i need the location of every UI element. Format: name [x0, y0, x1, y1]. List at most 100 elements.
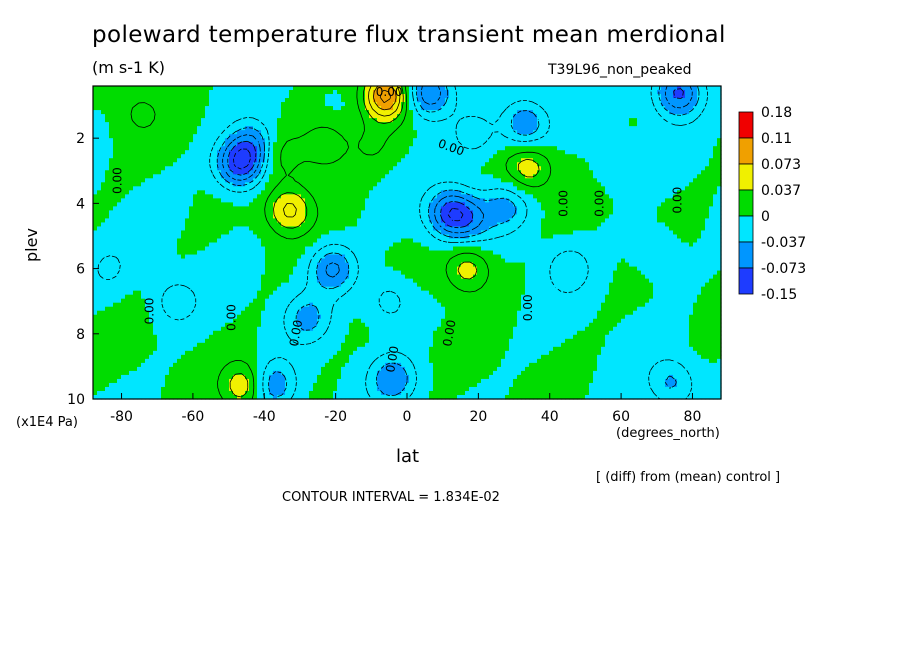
heatmap-cell: [113, 330, 118, 336]
heatmap-cell: [173, 246, 178, 252]
heatmap-cell: [325, 370, 330, 376]
heatmap-cell: [133, 162, 138, 167]
heatmap-cell: [313, 138, 318, 143]
heatmap-cell: [245, 186, 250, 191]
heatmap-cell: [297, 86, 302, 91]
heatmap-cell: [125, 298, 130, 304]
heatmap-cell: [321, 382, 326, 388]
heatmap-cell: [317, 190, 322, 195]
heatmap-cell: [165, 198, 170, 203]
heatmap-cell: [253, 178, 258, 183]
heatmap-cell: [321, 122, 326, 127]
heatmap-cell: [325, 122, 330, 127]
heatmap-cell: [229, 94, 234, 99]
heatmap-cell: [289, 394, 294, 400]
heatmap-cell: [181, 346, 186, 352]
heatmap-cell: [309, 374, 314, 380]
heatmap-cell: [165, 90, 170, 95]
heatmap-cell: [321, 278, 326, 284]
heatmap-cell: [117, 270, 122, 276]
heatmap-cell: [177, 222, 182, 228]
heatmap-cell: [209, 158, 214, 163]
heatmap-cell: [317, 382, 322, 388]
heatmap-cell: [153, 102, 158, 107]
heatmap-cell: [173, 210, 178, 216]
heatmap-cell: [317, 286, 322, 292]
heatmap-cell: [277, 286, 282, 292]
heatmap-cell: [273, 262, 278, 268]
heatmap-cell: [121, 274, 126, 280]
heatmap-cell: [189, 262, 194, 268]
heatmap-cell: [101, 254, 106, 260]
heatmap-cell: [129, 366, 134, 372]
heatmap-cell: [149, 230, 154, 236]
heatmap-cell: [129, 126, 134, 131]
heatmap-cell: [109, 290, 114, 296]
heatmap-cell: [305, 318, 310, 324]
heatmap-cell: [221, 134, 226, 139]
heatmap-cell: [257, 358, 262, 364]
heatmap-cell: [257, 106, 262, 111]
heatmap-cell: [257, 86, 262, 91]
heatmap-cell: [317, 194, 322, 199]
heatmap-cell: [157, 182, 162, 187]
heatmap-cell: [177, 310, 182, 316]
heatmap-cell: [117, 374, 122, 380]
heatmap-cell: [133, 110, 138, 115]
heatmap-cell: [193, 258, 198, 264]
heatmap-cell: [337, 214, 342, 220]
heatmap-cell: [237, 298, 242, 304]
heatmap-cell: [273, 254, 278, 260]
heatmap-cell: [261, 306, 266, 312]
heatmap-cell: [333, 186, 338, 191]
heatmap-cell: [189, 174, 194, 179]
heatmap-cell: [233, 166, 238, 171]
heatmap-cell: [177, 210, 182, 216]
heatmap-cell: [241, 298, 246, 304]
heatmap-cell: [109, 262, 114, 268]
heatmap-cell: [285, 206, 290, 211]
heatmap-cell: [113, 198, 118, 203]
heatmap-cell: [173, 134, 178, 139]
heatmap-cell: [157, 302, 162, 308]
heatmap-cell: [221, 246, 226, 252]
heatmap-cell: [337, 262, 342, 268]
heatmap-cell: [189, 154, 194, 159]
heatmap-cell: [185, 90, 190, 95]
heatmap-cell: [233, 370, 238, 376]
heatmap-cell: [137, 150, 142, 155]
heatmap-cell: [309, 270, 314, 276]
heatmap-cell: [105, 310, 110, 316]
heatmap-cell: [173, 222, 178, 228]
heatmap-cell: [141, 158, 146, 163]
heatmap-cell: [345, 114, 350, 119]
heatmap-cell: [253, 282, 258, 288]
heatmap-cell: [321, 370, 326, 376]
heatmap-cell: [217, 290, 222, 296]
heatmap-cell: [249, 298, 254, 304]
heatmap-cell: [105, 146, 110, 151]
heatmap-cell: [145, 214, 150, 220]
heatmap-cell: [93, 318, 98, 324]
heatmap-cell: [309, 254, 314, 260]
heatmap-cell: [341, 122, 346, 127]
heatmap-cell: [313, 314, 318, 320]
heatmap-cell: [285, 182, 290, 187]
heatmap-cell: [213, 130, 218, 135]
heatmap-cell: [345, 350, 350, 356]
heatmap-cell: [293, 394, 298, 400]
heatmap-cell: [97, 154, 102, 159]
heatmap-cell: [325, 210, 330, 216]
heatmap-cell: [225, 178, 230, 183]
heatmap-cell: [293, 154, 298, 159]
heatmap-cell: [145, 154, 150, 159]
heatmap-cell: [269, 262, 274, 268]
heatmap-cell: [205, 122, 210, 127]
heatmap-cell: [341, 198, 346, 203]
heatmap-cell: [141, 354, 146, 360]
heatmap-cell: [245, 274, 250, 280]
heatmap-cell: [105, 162, 110, 167]
heatmap-cell: [177, 242, 182, 248]
heatmap-cell: [309, 190, 314, 195]
heatmap-cell: [181, 326, 186, 332]
